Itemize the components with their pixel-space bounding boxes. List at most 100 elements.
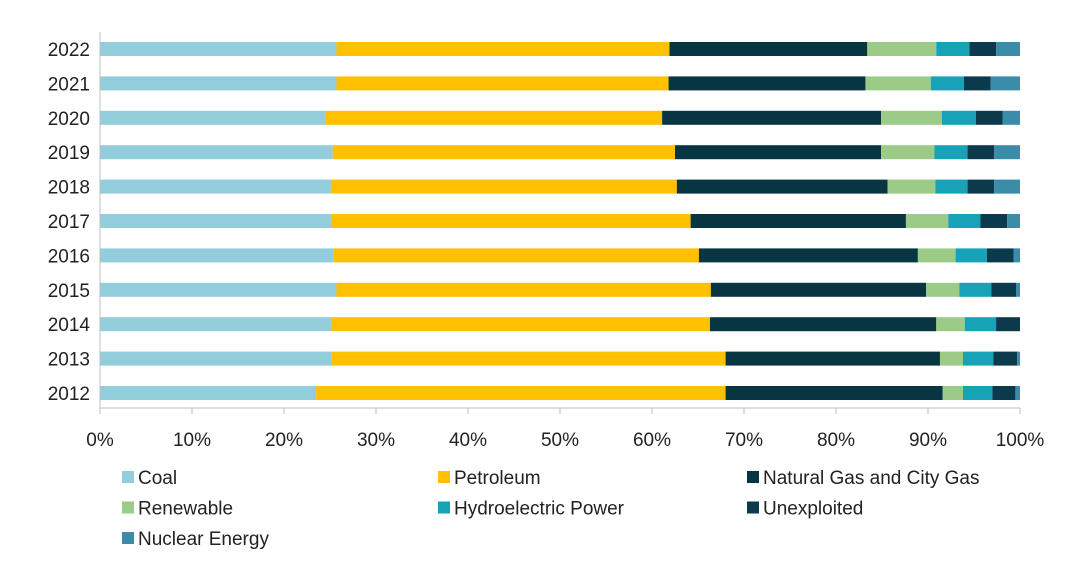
bar-unexploited-2022: [969, 42, 997, 56]
bar-petroleum-2013: [331, 351, 726, 366]
bar-hydroelectric-power-2014: [964, 317, 997, 332]
bar-natural-gas-and-city-gas-2022: [669, 42, 868, 56]
bar-nuclear-energy-2015: [1016, 282, 1020, 297]
y-tick-label-2014: 2014: [48, 315, 91, 336]
bar-natural-gas-and-city-gas-2013: [725, 351, 940, 366]
bar-natural-gas-and-city-gas-2017: [690, 214, 906, 228]
bar-petroleum-2014: [330, 317, 710, 332]
x-tick-label-10: 100%: [996, 430, 1045, 451]
bar-unexploited-2012: [992, 386, 1016, 400]
bar-hydroelectric-power-2017: [948, 214, 981, 228]
y-tick-label-2022: 2022: [48, 40, 90, 61]
bar-unexploited-2014: [996, 317, 1020, 332]
bar-renewable-2020: [881, 110, 942, 125]
legend-label-renewable: Renewable: [138, 499, 233, 520]
bar-natural-gas-and-city-gas-2016: [698, 248, 918, 263]
bar-coal-2021: [100, 76, 337, 91]
bar-coal-2016: [100, 248, 334, 263]
x-tick-label-6: 60%: [633, 430, 671, 451]
bar-renewable-2022: [867, 42, 937, 56]
x-tick-label-2: 20%: [265, 430, 303, 451]
bar-hydroelectric-power-2021: [930, 76, 964, 91]
bar-hydroelectric-power-2015: [959, 282, 992, 297]
bar-nuclear-energy-2016: [1013, 248, 1020, 263]
bar-petroleum-2016: [333, 248, 699, 263]
bar-natural-gas-and-city-gas-2014: [709, 317, 937, 332]
bar-petroleum-2022: [336, 42, 670, 56]
y-tick-label-2021: 2021: [48, 74, 90, 95]
y-tick-label-2020: 2020: [48, 109, 90, 130]
legend: Coal Petroleum Natural Gas and City Gas Ren…: [122, 468, 979, 550]
y-tick-label-2016: 2016: [48, 246, 90, 267]
bar-petroleum-2012: [316, 386, 726, 400]
bar-coal-2019: [100, 145, 333, 160]
x-tick-label-3: 30%: [357, 430, 395, 451]
bar-hydroelectric-power-2012: [962, 386, 993, 400]
bar-nuclear-energy-2018: [994, 179, 1020, 194]
bar-petroleum-2021: [336, 76, 669, 91]
bar-nuclear-energy-2021: [990, 76, 1020, 91]
bar-hydroelectric-power-2019: [934, 145, 968, 160]
bar-nuclear-energy-2017: [1007, 214, 1020, 228]
bar-renewable-2013: [939, 351, 963, 366]
bar-natural-gas-and-city-gas-2015: [710, 282, 927, 297]
legend-label-nuclear-energy: Nuclear Energy: [138, 529, 269, 550]
legend-swatch-hydroelectric-power: [438, 501, 450, 514]
bar-petroleum-2019: [332, 145, 675, 160]
bar-unexploited-2019: [967, 145, 995, 160]
bar-renewable-2019: [881, 145, 935, 160]
x-tick-label-0: 0%: [86, 430, 114, 451]
bar-unexploited-2016: [986, 248, 1014, 263]
bar-coal-2015: [100, 282, 337, 297]
legend-swatch-natural-gas-and-city-gas: [747, 471, 759, 483]
legend-label-petroleum: Petroleum: [454, 468, 541, 489]
bar-renewable-2015: [926, 282, 960, 297]
bar-unexploited-2018: [967, 179, 995, 194]
bar-natural-gas-and-city-gas-2012: [725, 386, 943, 400]
legend-label-unexploited: Unexploited: [763, 499, 863, 520]
legend-label-natural-gas-and-city-gas: Natural Gas and City Gas: [763, 468, 979, 489]
y-tick-label-2017: 2017: [48, 212, 90, 233]
bar-natural-gas-and-city-gas-2020: [662, 110, 882, 125]
legend-swatch-unexploited: [747, 501, 759, 514]
bar-petroleum-2015: [336, 282, 711, 297]
bar-coal-2014: [100, 317, 331, 332]
bar-unexploited-2021: [963, 76, 991, 91]
bar-petroleum-2017: [330, 214, 691, 228]
x-tick-label-4: 40%: [449, 430, 487, 451]
bar-natural-gas-and-city-gas-2021: [668, 76, 866, 91]
bar-unexploited-2020: [975, 110, 1003, 125]
y-tick-label-2018: 2018: [48, 178, 90, 199]
bar-coal-2012: [100, 386, 317, 400]
bar-coal-2020: [100, 110, 326, 125]
bar-renewable-2021: [865, 76, 931, 91]
legend-swatch-coal: [122, 471, 134, 483]
bar-nuclear-energy-2022: [996, 42, 1020, 56]
legend-swatch-renewable: [122, 501, 134, 514]
bar-natural-gas-and-city-gas-2018: [676, 179, 888, 194]
bar-petroleum-2020: [325, 110, 663, 125]
bar-unexploited-2013: [993, 351, 1018, 366]
x-tick-label-7: 70%: [725, 430, 763, 451]
y-tick-label-2012: 2012: [48, 384, 90, 405]
bar-hydroelectric-power-2018: [935, 179, 968, 194]
y-tick-label-2015: 2015: [48, 281, 90, 302]
bar-hydroelectric-power-2013: [962, 351, 994, 366]
bar-renewable-2012: [942, 386, 963, 400]
bar-renewable-2018: [887, 179, 936, 194]
x-axis: 0% 10% 20% 30% 40% 50% 60% 70% 80% 90% 100%: [86, 407, 1045, 451]
bar-nuclear-energy-2019: [994, 145, 1020, 160]
y-tick-label-2013: 2013: [48, 350, 90, 371]
bar-hydroelectric-power-2020: [941, 110, 976, 125]
bar-renewable-2014: [936, 317, 965, 332]
bar-renewable-2017: [905, 214, 949, 228]
y-axis: 2022 2021 2020 2019 2018 2017 2016 2015 2014 2013…: [48, 32, 101, 408]
legend-label-hydroelectric-power: Hydroelectric Power: [454, 499, 625, 520]
bar-unexploited-2015: [991, 282, 1017, 297]
x-tick-label-1: 10%: [173, 430, 211, 451]
bar-hydroelectric-power-2022: [936, 42, 970, 56]
plot-area: [100, 42, 1020, 400]
x-tick-label-8: 80%: [817, 430, 855, 451]
